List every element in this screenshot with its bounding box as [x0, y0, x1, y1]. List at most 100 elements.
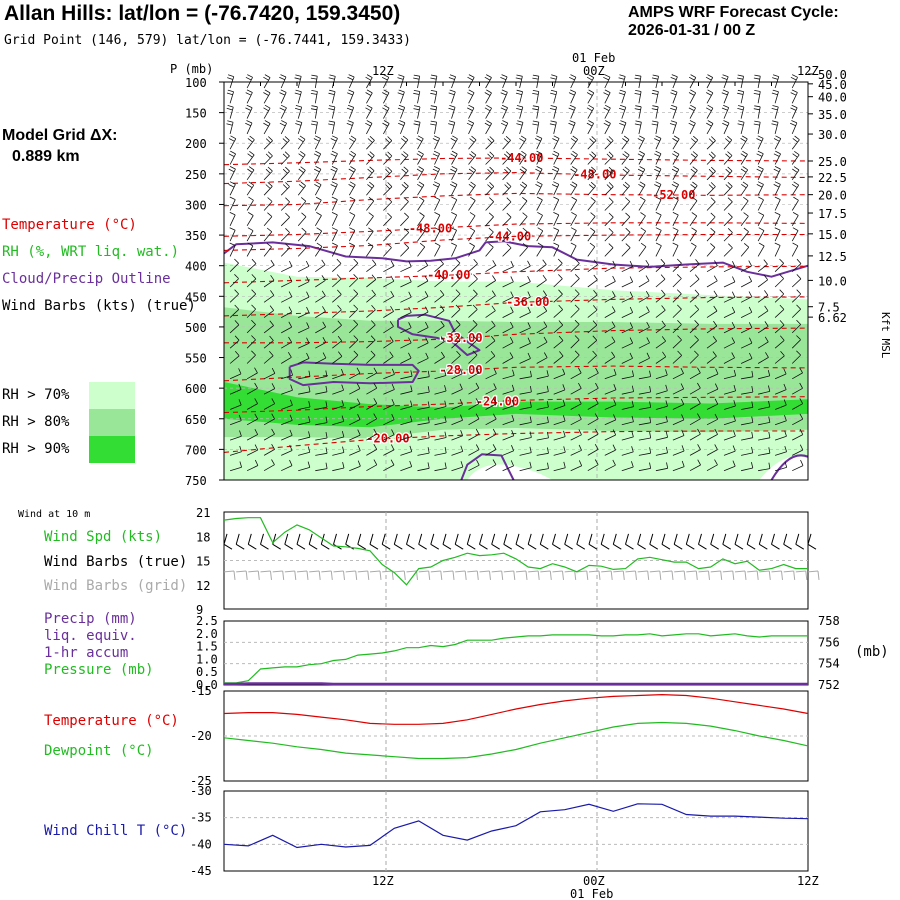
wind-speed-label: Wind Spd (kts): [44, 529, 163, 545]
temperature-contour-label: -44.00: [500, 151, 543, 165]
height-tick-label: 12.5: [818, 250, 847, 264]
precip-panel-frame: [223, 620, 809, 686]
temperature-contour-label: -36.00: [506, 295, 549, 309]
forecast-cycle-value: 2026-01-31 / 00 Z: [628, 22, 756, 39]
pressure-tick-label: 750: [185, 474, 207, 488]
rh-fill-layer: [224, 82, 808, 480]
pressure-tick-label: 300: [185, 198, 207, 212]
site-title: Allan Hills: lat/lon = (-76.7420, 159.34…: [4, 2, 401, 25]
pressure-tick-label: 756: [818, 635, 840, 649]
forecast-cycle-label: AMPS WRF Forecast Cycle:: [628, 4, 839, 21]
model-grid-label: Model Grid ΔX:: [2, 127, 118, 144]
bottom-time-label-12z-b: 12Z: [797, 874, 819, 888]
legend-rh70-swatch: [89, 382, 135, 409]
dewpoint-label: Dewpoint (°C): [44, 743, 154, 759]
temperature-contour-label: -40.00: [427, 268, 470, 282]
pressure-tick-label: 600: [185, 382, 207, 396]
bottom-time-label-12z-a: 12Z: [372, 874, 394, 888]
wind-chill-line: [223, 803, 809, 849]
pressure-tick-label: 758: [818, 614, 840, 628]
temperature-contour-label: -20.00: [366, 432, 409, 446]
pressure-tick-label: 752: [818, 678, 840, 692]
legend-rh: RH (%, WRT liq. wat.): [2, 244, 180, 260]
legend-rh80-label: RH > 80%: [2, 414, 70, 430]
pressure-label: Pressure (mb): [44, 662, 154, 678]
wind-10m-label: Wind at 10 m: [18, 509, 91, 520]
precip-sub1-label: liq. equiv.: [44, 628, 137, 644]
legend-rh70-label: RH > 70%: [2, 387, 70, 403]
height-tick-label: 6.62: [818, 311, 847, 325]
legend-rh80-swatch: [89, 409, 135, 436]
temperature-contour: [223, 430, 808, 453]
legend-rh90-swatch: [89, 436, 135, 463]
bottom-date-label: 01 Feb: [570, 887, 613, 900]
pressure-tick-label: 450: [185, 290, 207, 304]
dewpoint-line: [223, 721, 809, 760]
temperature-contour-label: -32.00: [439, 331, 482, 345]
temperature-contour: [223, 222, 809, 237]
height-tick-label: 50.0: [818, 68, 847, 82]
temperature-contour: [223, 296, 809, 317]
pressure-unit-label: (mb): [855, 644, 889, 660]
pressure-tick-label: 500: [185, 321, 207, 335]
height-tick-label: 25.0: [818, 155, 847, 169]
temperature-contour: [223, 157, 809, 166]
wind-chill-panel: -30 -35 -40 -45: [190, 784, 809, 878]
temperature-contour-label: -44.00: [488, 230, 531, 244]
height-tick-label: 35.0: [818, 108, 847, 122]
pressure-tick-label: 650: [185, 413, 207, 427]
wind-chill-tick-label: -35: [190, 811, 212, 825]
wind-chill-tick-label: -45: [190, 864, 212, 878]
height-tick-label: 17.5: [818, 207, 847, 221]
cross-section-axes: 100 150 200 250 300 350 400 450 500 550 600 650 700 7…: [185, 68, 847, 488]
pressure-tick-label: 200: [185, 137, 207, 151]
precip-label: Precip (mm): [44, 611, 137, 627]
temperature-contour-label: -52.00: [652, 188, 695, 202]
p-axis-label: P (mb): [170, 62, 213, 76]
height-tick-label: 7.5: [818, 301, 840, 315]
pressure-tick-label: 350: [185, 229, 207, 243]
wind-chill-tick-label: -40: [190, 837, 212, 851]
height-tick-label: 30.0: [818, 128, 847, 142]
temperature-contour: [223, 265, 809, 284]
temperature-contour: [223, 172, 809, 185]
wind-speed-tick-label: 21: [196, 506, 210, 520]
precip-tick-label: 1.0: [196, 652, 218, 666]
pressure-tick-label: 700: [185, 443, 207, 457]
temperature-contour: [223, 192, 809, 207]
height-tick-label: 10.0: [818, 274, 847, 288]
pressure-tick-label: 754: [818, 657, 840, 671]
pressure-tick-label: 400: [185, 260, 207, 274]
wind-barbs-grid: [223, 570, 820, 580]
cloud-outline: [223, 240, 809, 278]
pressure-tick-label: 100: [185, 76, 207, 90]
height-tick-label: 20.0: [818, 189, 847, 203]
precip-tick-label: 1.5: [196, 640, 218, 654]
temperature-label: Temperature (°C): [44, 713, 179, 729]
temperature-line: [223, 693, 809, 725]
height-tick-label: 40.0: [818, 91, 847, 105]
temperature-panel-frame: [223, 690, 809, 782]
temperature-contour-label: -24.00: [476, 394, 519, 408]
precip-line: [224, 682, 808, 686]
wind-chill-panel-frame: [223, 790, 809, 872]
height-tick-label: 45.0: [818, 78, 847, 92]
height-tick-label: 22.5: [818, 171, 847, 185]
cloud-outline-layer: [223, 240, 809, 481]
grid-point-label: Grid Point (146, 579) lat/lon = (-76.744…: [4, 33, 411, 48]
pressure-line: [224, 633, 808, 684]
legend-rh90-label: RH > 90%: [2, 441, 70, 457]
cloud-outline: [460, 453, 515, 481]
cloud-outline: [770, 454, 809, 481]
wind-speed-tick-label: 15: [196, 555, 210, 569]
precip-tick-label: 2.0: [196, 627, 218, 641]
temperature-panel: -15 -20 -25: [190, 684, 809, 788]
temperature-contour-label: -48.00: [409, 221, 452, 235]
pressure-tick-label: 150: [185, 107, 207, 121]
precip-sub2-label: 1-hr accum: [44, 645, 129, 661]
wind-barbs-grid-label: Wind Barbs (grid): [44, 578, 188, 594]
wind-chill-label: Wind Chill T (°C): [44, 823, 188, 839]
temperature-tick-label: -15: [190, 684, 212, 698]
wind-panel: 9 12 15 18 21: [196, 506, 820, 617]
model-grid-value: 0.889 km: [12, 148, 80, 165]
